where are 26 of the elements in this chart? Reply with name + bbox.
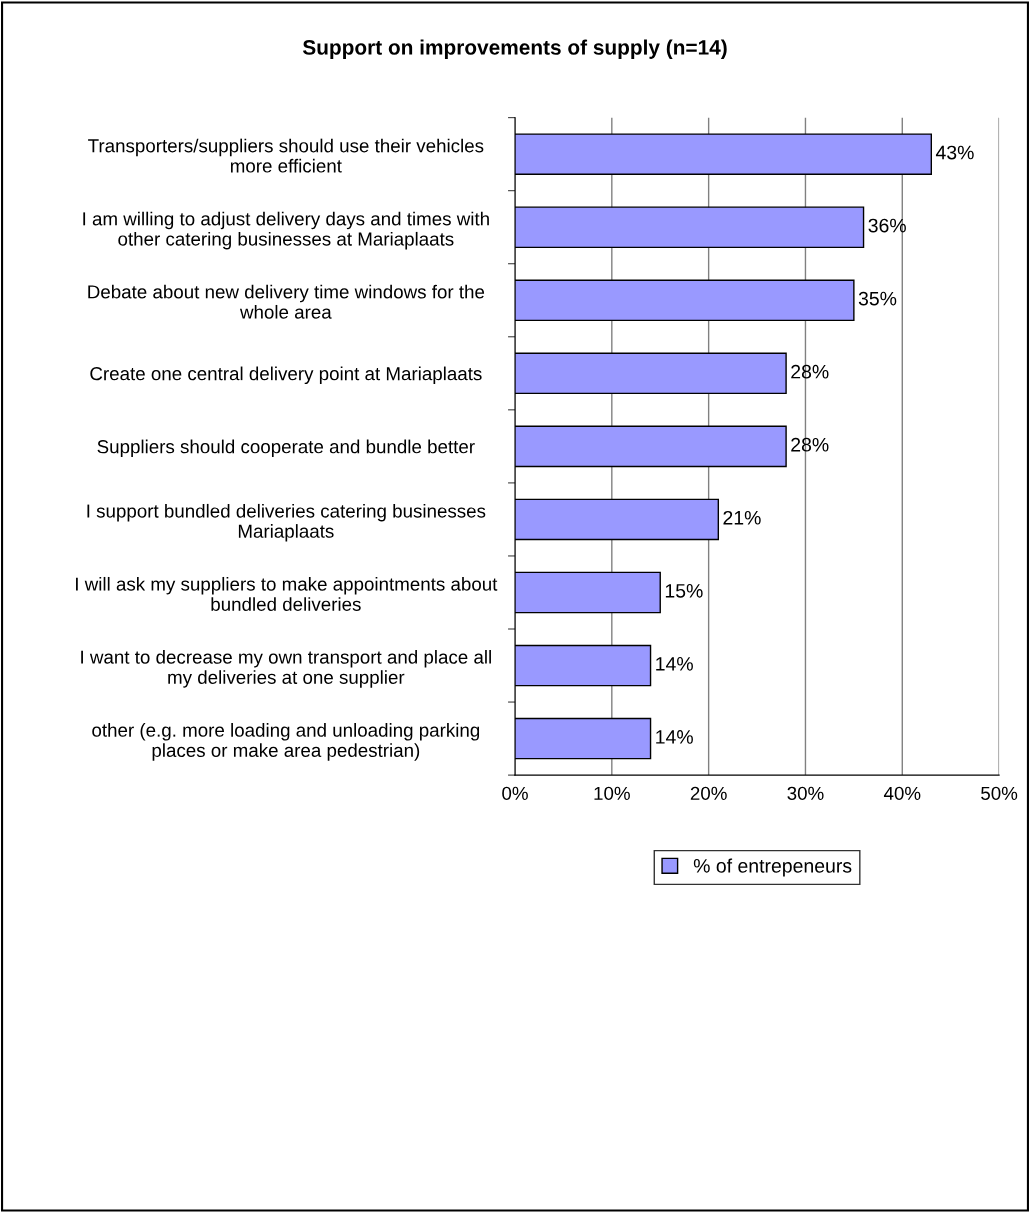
data-label: 28% — [791, 364, 829, 379]
data-label: 14% — [656, 657, 693, 671]
data-label: 28% — [791, 437, 829, 452]
data-label: 43% — [935, 145, 974, 160]
x-tick-label: 20% — [690, 786, 727, 800]
x-tick-label: 40% — [883, 786, 921, 800]
y-tick-label: other (e.g. more loading and unloading parking places or make area pedestrian) — [92, 723, 480, 761]
y-tick-label: Create one central delivery point at Mariaplaats — [90, 366, 482, 385]
x-tick-label: 50% — [981, 786, 1018, 800]
y-tick-label: I want to decrease my own transport and place all my deliveries at one supplier — [81, 650, 491, 688]
y-tick-label: I will ask my suppliers to make appointments about bundled deliveries — [76, 576, 498, 611]
data-label: 14% — [656, 730, 693, 744]
legend-label: % of entrepeneurs — [693, 858, 852, 877]
y-tick-label: Suppliers should cooperate and bundle better — [97, 439, 475, 458]
x-tick-label: 0% — [502, 786, 528, 800]
data-label: 15% — [665, 584, 703, 598]
chart-title: Support on improvements of supply (n=14) — [302, 39, 727, 59]
y-tick-label: I am willing to adjust delivery days and times with other catering businesses at Mariaplaats — [83, 211, 489, 250]
data-label: 36% — [868, 218, 906, 233]
data-label: 35% — [858, 291, 897, 306]
x-tick-label: 30% — [787, 786, 824, 800]
data-label: 21% — [723, 510, 761, 525]
y-tick-label: I support bundled deliveries catering businesses Mariaplaats — [87, 503, 486, 542]
x-tick-label: 10% — [594, 786, 630, 800]
y-tick-label: Transporters/suppliers should use their vehicles more efficient — [88, 138, 484, 173]
y-tick-label: Debate about new delivery time windows for the whole area — [88, 284, 485, 319]
